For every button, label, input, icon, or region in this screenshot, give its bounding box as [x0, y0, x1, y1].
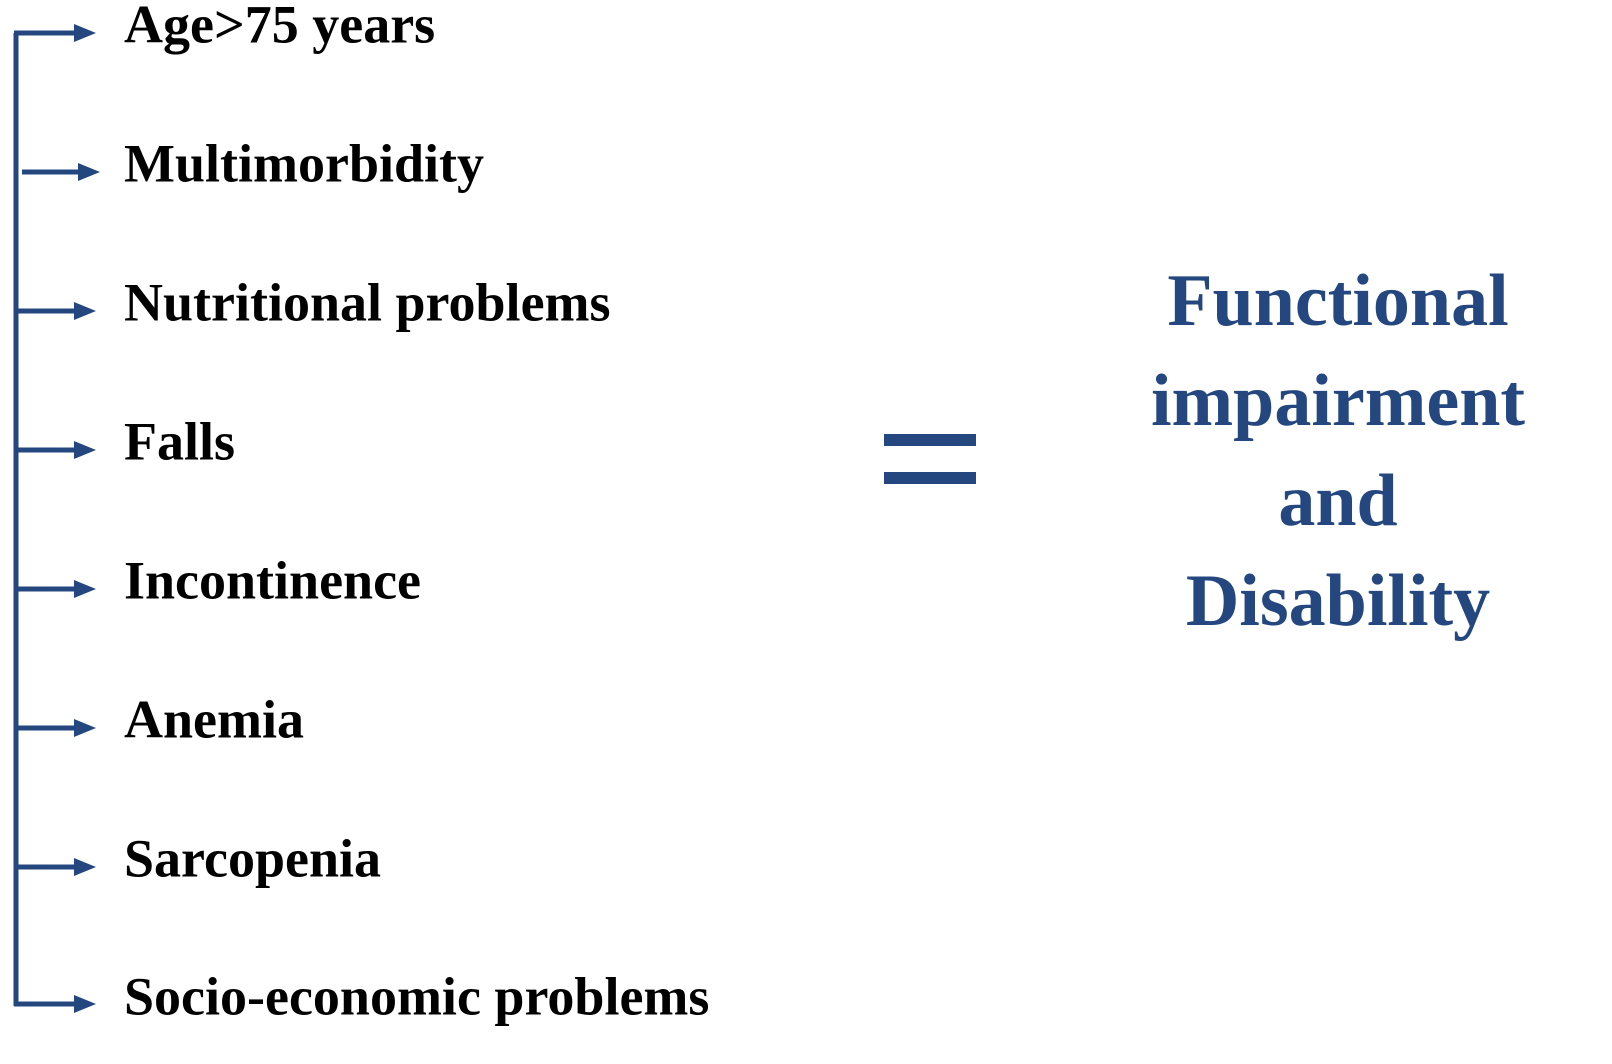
arrow-head [74, 302, 96, 320]
result-line: Functional [1167, 260, 1508, 342]
equals-bar [884, 434, 976, 446]
arrow-head [74, 441, 96, 459]
result-line: impairment [1151, 360, 1525, 442]
arrow-head [74, 719, 96, 737]
arrows [14, 24, 100, 1013]
equals-bar [884, 472, 976, 484]
equals-sign [884, 434, 976, 484]
factor: Age>75 years [124, 0, 435, 54]
factor: Incontinence [124, 550, 421, 610]
arrow-head [74, 995, 96, 1013]
factor: Multimorbidity [124, 133, 484, 193]
result: Functional impairment and Disability [1151, 260, 1525, 642]
result-line: Disability [1186, 560, 1490, 642]
factor: Sarcopenia [124, 828, 381, 888]
arrow-head [78, 163, 100, 181]
factor: Nutritional problems [124, 272, 611, 332]
factor-list: Age>75 years Multimorbidity Nutritional … [124, 0, 709, 1026]
factor: Anemia [124, 689, 304, 749]
arrow-head [74, 858, 96, 876]
result-line: and [1278, 460, 1397, 542]
arrow-head [74, 580, 96, 598]
arrow-head [74, 24, 96, 42]
factor: Falls [124, 411, 235, 471]
factor: Socio-economic problems [124, 966, 709, 1026]
